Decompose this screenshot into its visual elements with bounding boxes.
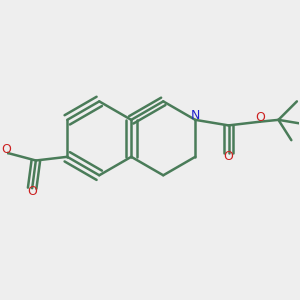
Text: O: O: [27, 184, 37, 198]
Text: O: O: [1, 143, 11, 156]
Text: O: O: [255, 111, 265, 124]
Text: N: N: [190, 110, 200, 122]
Text: O: O: [224, 149, 233, 163]
